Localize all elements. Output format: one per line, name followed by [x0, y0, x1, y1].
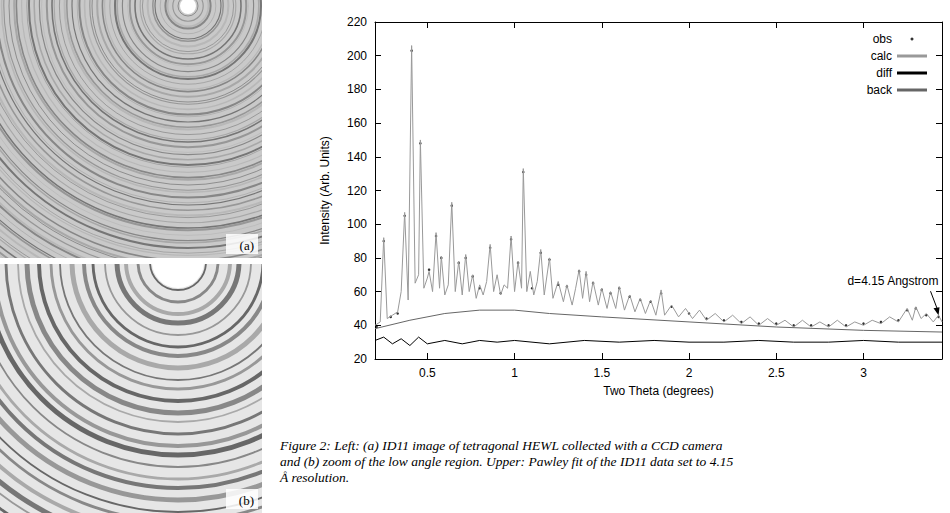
svg-text:0.5: 0.5: [419, 366, 436, 380]
svg-text:back: back: [867, 83, 893, 97]
svg-text:3: 3: [860, 366, 867, 380]
svg-text:160: 160: [347, 116, 367, 130]
svg-text:2: 2: [686, 366, 693, 380]
svg-text:diff: diff: [876, 66, 892, 80]
svg-text:220: 220: [347, 15, 367, 29]
svg-text:120: 120: [347, 184, 367, 198]
svg-text:100: 100: [347, 217, 367, 231]
svg-text:calc: calc: [871, 49, 892, 63]
svg-text:20: 20: [354, 352, 368, 366]
svg-text:obs: obs: [873, 32, 892, 46]
svg-text:(b): (b): [239, 493, 254, 508]
html-text:Figure 2: Left: (a) ID11 image: Figure 2: Left: (a) ID11 image of tetrag…: [280, 438, 734, 485]
svg-text:Intensity (Arb. Units): Intensity (Arb. Units): [318, 136, 332, 245]
svg-text:2.5: 2.5: [768, 366, 785, 380]
svg-text:180: 180: [347, 82, 367, 96]
svg-text:80: 80: [354, 251, 368, 265]
svg-text:d=4.15 Angstrom: d=4.15 Angstrom: [847, 274, 938, 288]
svg-text:1.5: 1.5: [593, 366, 610, 380]
svg-text:(a): (a): [240, 238, 254, 253]
svg-text:60: 60: [354, 285, 368, 299]
svg-text:140: 140: [347, 150, 367, 164]
svg-text:40: 40: [354, 318, 368, 332]
svg-text:Two Theta (degrees): Two Theta (degrees): [603, 384, 714, 398]
svg-text:200: 200: [347, 49, 367, 63]
svg-text:1: 1: [511, 366, 518, 380]
